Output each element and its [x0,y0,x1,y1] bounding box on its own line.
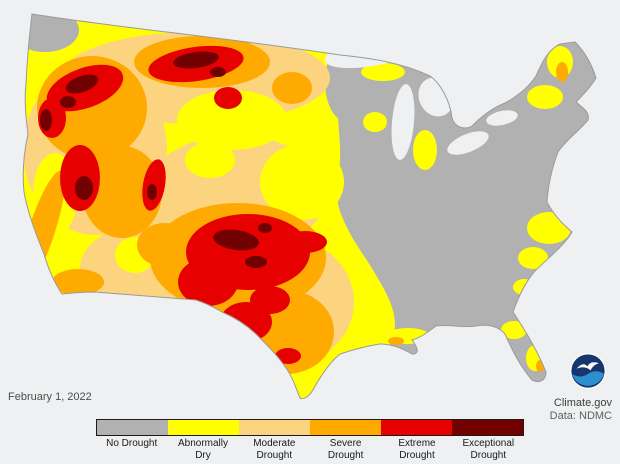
legend-swatch-exceptional-drought [452,420,523,435]
map-credits: Climate.gov Data: NDMC [550,397,612,422]
legend-swatch-moderate-drought [239,420,310,435]
credit-data-source: Data: NDMC [549,410,612,422]
legend-labels: No Drought Abnormally Dry Moderate Droug… [96,438,524,461]
legend-label-no-drought: No Drought [106,438,158,449]
legend-label-severe-drought: Severe Drought [327,438,364,461]
legend-swatch-extreme-drought [381,420,452,435]
legend-label-extreme-drought: Extreme Drought [398,438,436,461]
noaa-logo [569,352,607,390]
us-drought-map-svg [22,13,597,399]
us-outline [22,13,597,399]
legend-swatch-abnormally-dry [168,420,239,435]
legend-swatch-severe-drought [310,420,381,435]
map-date-label: February 1, 2022 [8,391,92,403]
drought-legend: No Drought Abnormally Dry Moderate Droug… [96,419,524,461]
credit-climate-gov: Climate.gov [553,397,612,409]
noaa-logo-icon [569,352,607,390]
drought-fill-layers [23,14,596,399]
legend-label-abnormally-dry: Abnormally Dry [177,438,228,461]
legend-label-moderate-drought: Moderate Drought [253,438,296,461]
drought-layer-d4 [40,51,272,268]
legend-swatch-no-drought [97,420,168,435]
us-drought-map [22,13,597,399]
legend-label-exceptional-drought: Exceptional Drought [462,438,515,461]
legend-color-bar [96,419,524,436]
